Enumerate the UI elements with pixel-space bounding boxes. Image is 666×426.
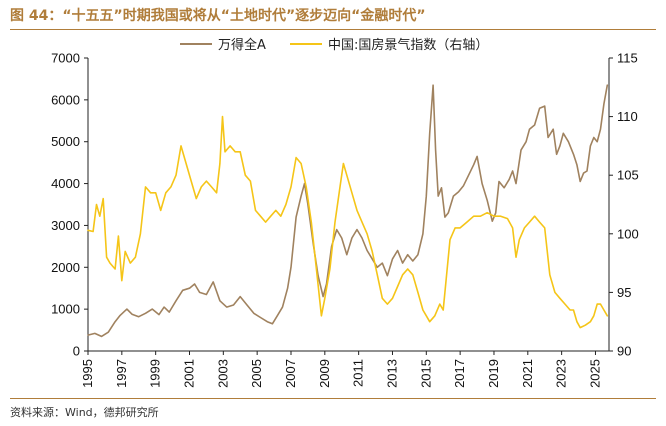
series-line-wind-a: [87, 84, 609, 338]
footer-divider: [10, 398, 656, 399]
x-tick-label: 2011: [351, 359, 366, 387]
x-tick-label: 2001: [181, 359, 196, 388]
source-note: 资料来源：Wind，德邦研究所: [10, 406, 159, 419]
y-left-tick-label: 1000: [51, 302, 80, 317]
x-tick-label: 2005: [249, 359, 264, 388]
y-left-tick-label: 0: [73, 344, 80, 359]
y-right-tick-label: 115: [617, 51, 638, 66]
x-tick-label: 1995: [80, 359, 95, 388]
x-tick-label: 2025: [587, 359, 602, 388]
y-left-tick-label: 7000: [51, 51, 80, 66]
x-tick-label: 2015: [418, 359, 433, 388]
x-tick-label: 2007: [283, 359, 298, 388]
x-tick-label: 1997: [114, 359, 129, 388]
series-line-housing-index: [87, 115, 609, 329]
y-left-tick-label: 5000: [51, 134, 80, 149]
y-right-tick-label: 105: [617, 168, 639, 183]
y-left-tick-label: 3000: [51, 218, 80, 233]
legend-label-housing-index: 中国:国房景气指数（右轴）: [328, 37, 488, 53]
y-left-tick-label: 4000: [51, 176, 80, 191]
x-tick-label: 2023: [554, 359, 569, 388]
x-tick-label: 2021: [520, 359, 535, 388]
x-tick-label: 2013: [384, 359, 399, 388]
series-lines: [87, 84, 609, 338]
y-right-tick-label: 95: [617, 285, 631, 300]
legend-label-wind-a: 万得全A: [218, 37, 266, 53]
y-left-tick-label: 2000: [51, 260, 80, 275]
title-divider: [10, 29, 656, 30]
y-right-tick-label: 100: [617, 226, 639, 241]
x-tick-label: 2003: [215, 359, 230, 388]
figure-title: 图 44：“十五五”时期我国或将从“土地时代”逐步迈向“金融时代”: [10, 8, 426, 24]
y-right-tick-label: 90: [617, 344, 631, 359]
x-tick-label: 1999: [148, 359, 163, 388]
x-tick-label: 2017: [452, 359, 467, 388]
x-tick-label: 2019: [486, 359, 501, 388]
x-tick-label: 2009: [317, 359, 332, 388]
axes: 0 1000 2000 3000 4000 5000 6000 7000 90 95 100 105 1…: [51, 51, 639, 388]
legend: 万得全A 中国:国房景气指数（右轴）: [180, 37, 488, 53]
y-left-tick-label: 6000: [51, 92, 80, 107]
y-right-tick-label: 110: [617, 109, 638, 124]
